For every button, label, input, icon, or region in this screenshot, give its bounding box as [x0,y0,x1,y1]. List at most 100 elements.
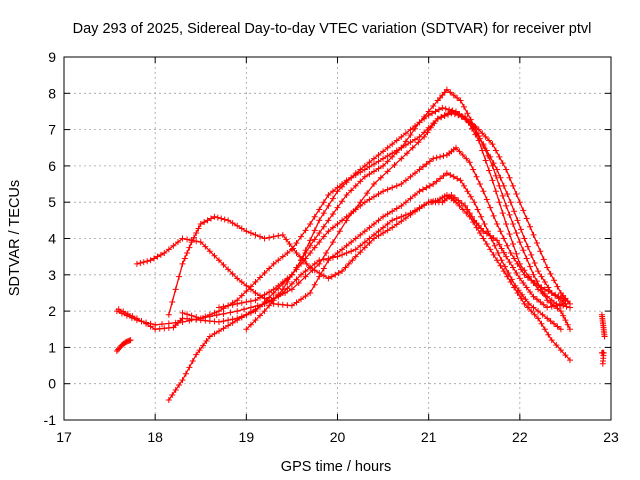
data-point [320,272,327,279]
data-point [138,318,145,325]
data-point [506,211,513,218]
data-point [195,225,202,232]
data-point [288,246,295,253]
data-point [375,165,382,172]
data-point [524,304,531,311]
data-point [460,182,467,189]
data-point [288,302,295,309]
data-point [419,163,426,170]
data-point [453,144,460,151]
x-tick-label: 18 [147,429,163,445]
data-point [320,210,327,217]
data-point [296,253,303,260]
data-point [514,260,521,267]
y-tick-label: 7 [48,122,56,138]
data-point [552,291,559,298]
data-point [284,250,291,257]
data-point [380,213,387,220]
data-point [284,285,291,292]
data-point [311,236,318,243]
data-point [370,155,377,162]
data-point [179,260,186,267]
data-point [496,153,503,160]
data-point [279,279,286,286]
data-point [389,150,396,157]
data-point [375,191,382,198]
data-point [480,235,487,242]
data-point [215,318,222,325]
data-point [342,264,349,271]
data-point [500,182,507,189]
data-point [234,222,241,229]
data-point [500,235,507,242]
chart-title: Day 293 of 2025, Sidereal Day-to-day VTE… [73,21,592,37]
data-point [366,235,373,242]
data-point [238,314,245,321]
data-point [517,226,524,233]
data-point [430,103,437,110]
data-point [211,330,218,337]
data-point [215,328,222,335]
data-point [147,323,154,330]
data-point [535,315,542,322]
data-point [530,304,537,311]
data-point [419,186,426,193]
data-point [451,194,458,201]
data-point [506,259,513,266]
data-point [500,249,507,256]
data-point [339,251,346,258]
series-markers-s5 [165,191,569,404]
data-point [270,286,277,293]
y-tick-label: 8 [48,85,56,101]
data-point [266,265,273,272]
data-point [348,174,355,181]
data-point [537,248,544,255]
data-point [528,277,535,284]
data-point [361,166,368,173]
data-point [243,288,250,295]
data-point [535,282,542,289]
data-point [433,154,440,161]
data-point [554,305,561,312]
data-point [393,205,400,212]
series-markers-s11 [598,349,607,367]
data-point [402,177,409,184]
data-point [541,286,548,293]
data-point [357,231,364,238]
data-point [490,251,497,258]
data-point [215,304,222,311]
data-point [528,308,535,315]
data-point [201,219,208,226]
data-point [311,244,318,251]
data-point [266,234,273,241]
data-point [165,311,172,318]
data-point [440,172,447,179]
data-point [197,239,204,246]
data-point [517,295,524,302]
data-point [384,168,391,175]
data-point [434,115,441,122]
data-point [316,217,323,224]
data-point [511,255,518,262]
data-point [174,239,181,246]
data-point [238,225,245,232]
data-point [243,311,250,318]
data-point [522,296,529,303]
data-point [311,213,318,220]
data-point [298,271,305,278]
data-point [474,206,481,213]
data-point [370,181,377,188]
data-point [186,364,193,371]
x-tick-label: 19 [239,429,255,445]
data-point [334,253,341,260]
data-point [302,268,309,275]
data-point [270,297,277,304]
data-point [275,232,282,239]
data-point [547,270,554,277]
data-point [490,212,497,219]
data-point [184,250,191,257]
data-point [147,257,154,264]
data-point [200,342,207,349]
data-point [176,273,183,280]
